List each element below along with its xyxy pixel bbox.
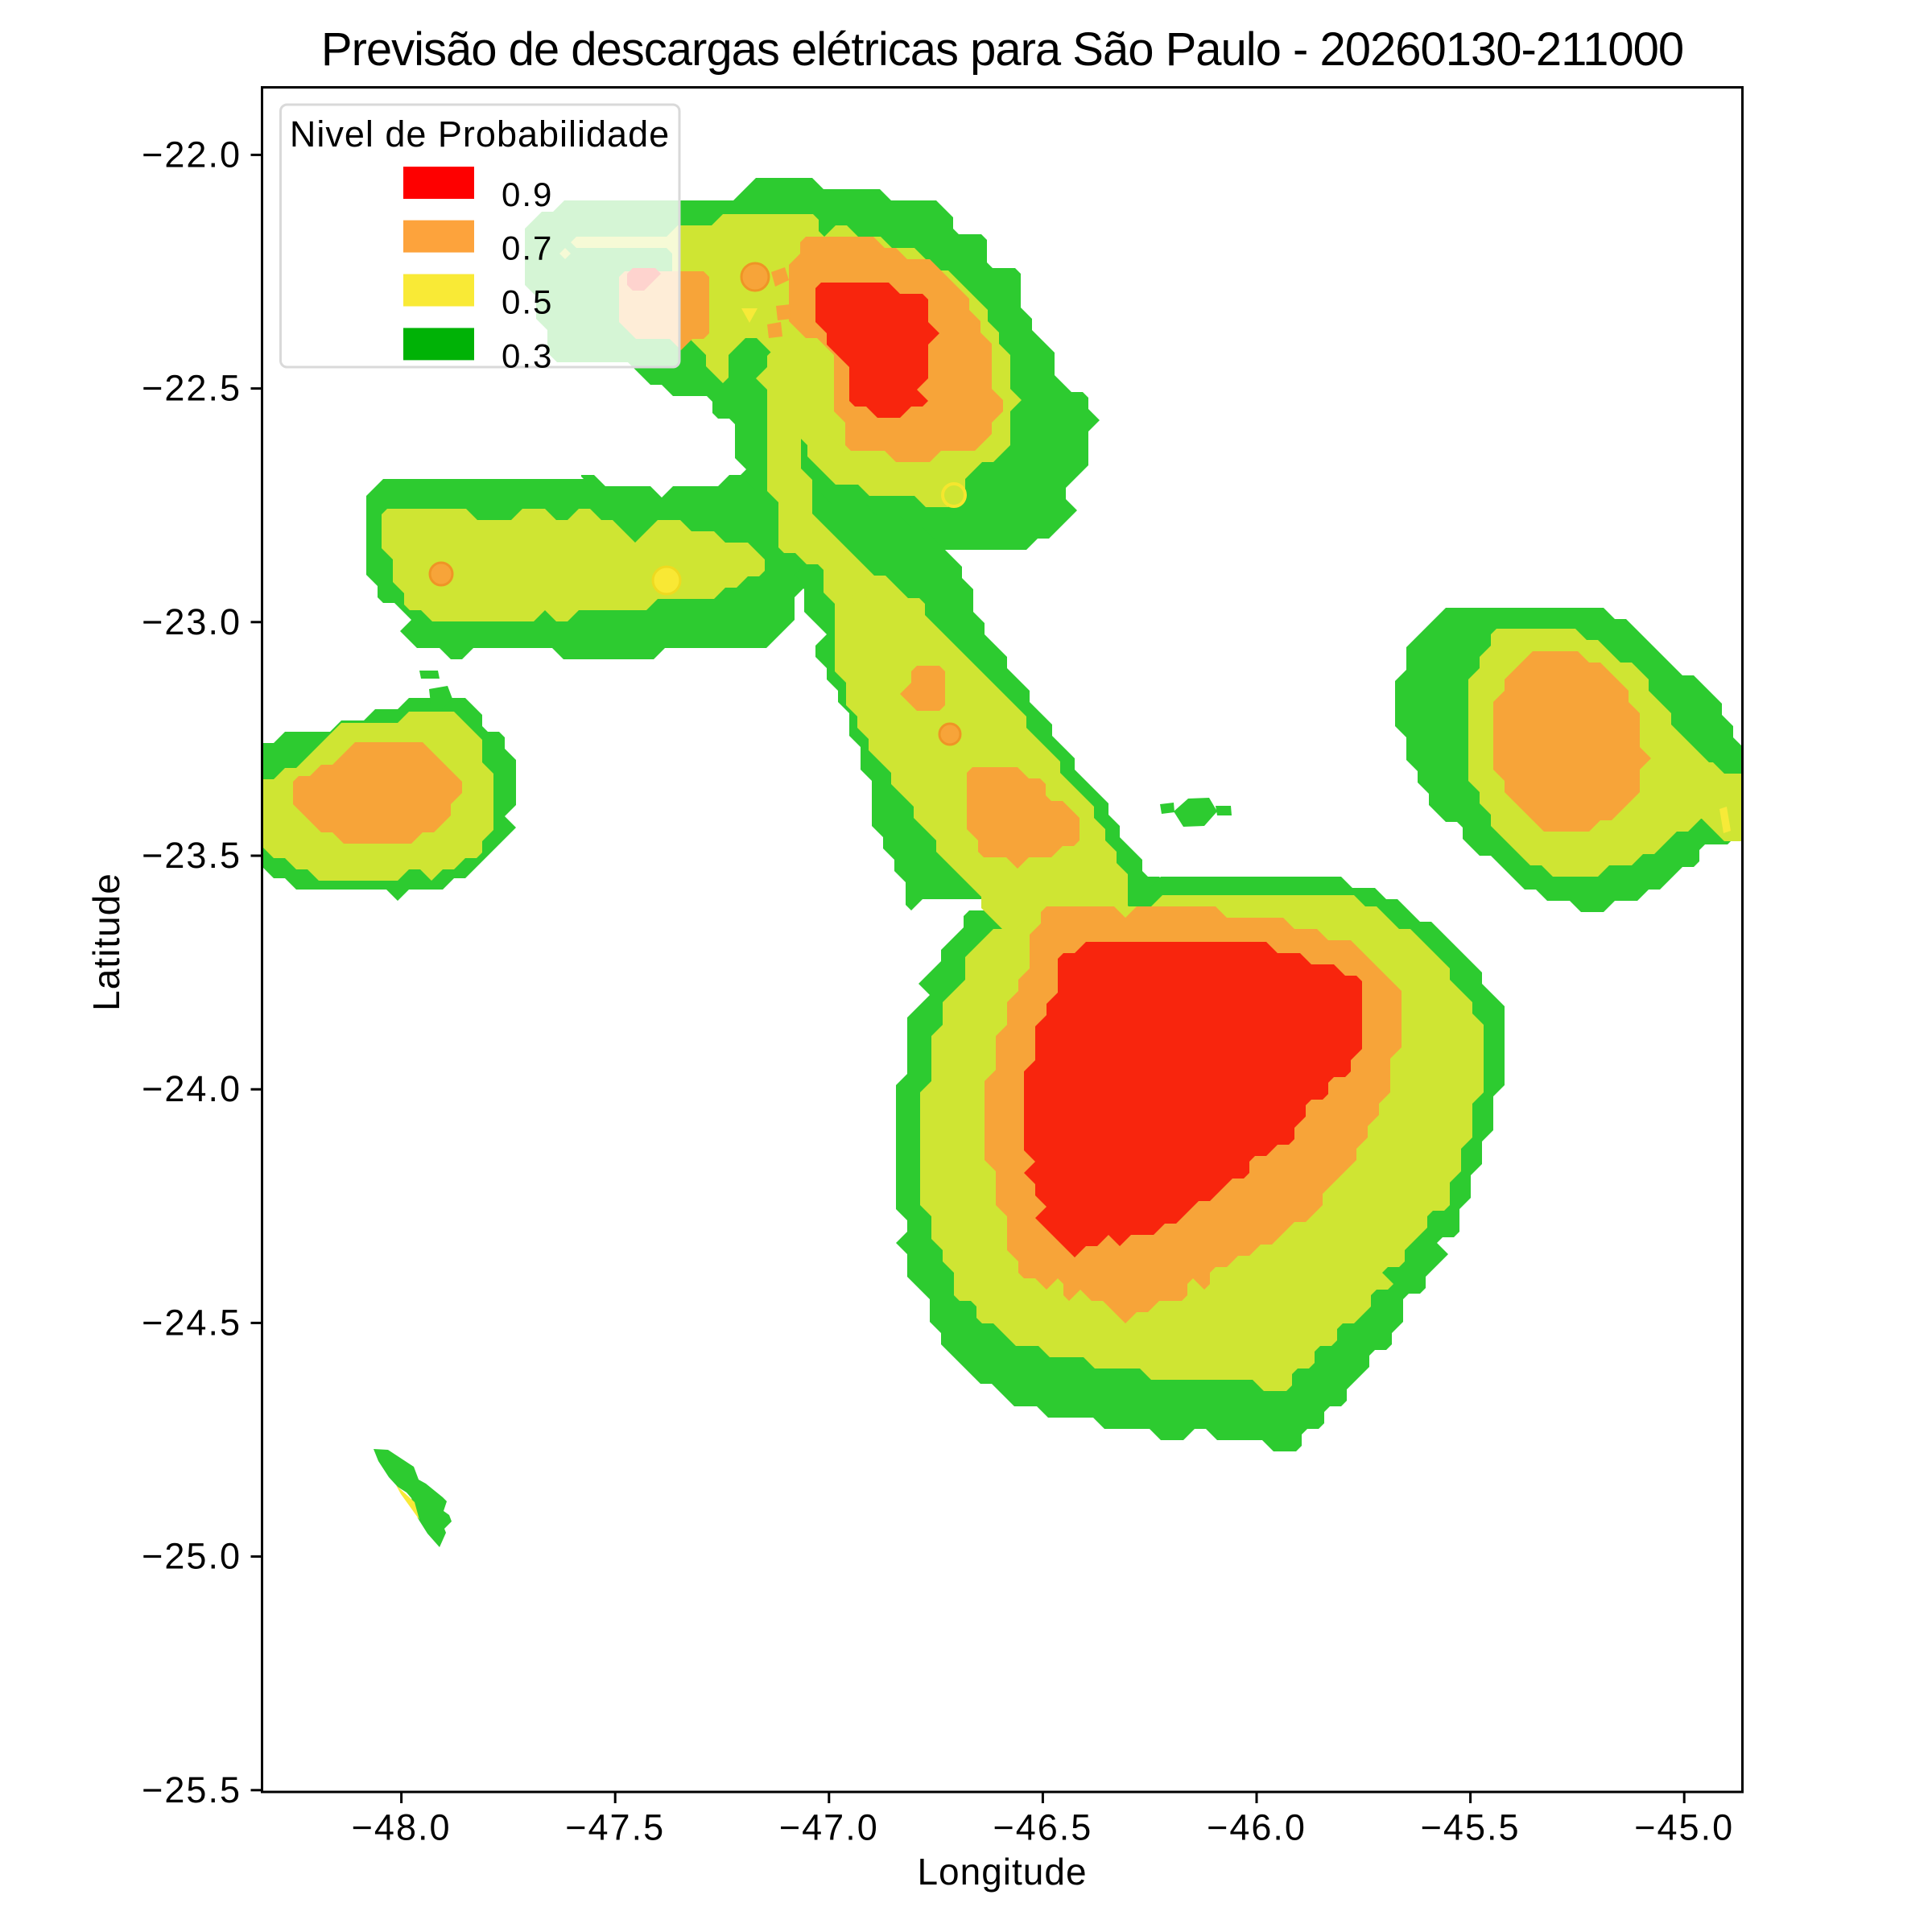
svg-text:−24.5: −24.5 bbox=[142, 1302, 242, 1343]
svg-text:Latitude: Latitude bbox=[85, 873, 127, 1011]
svg-text:−22.5: −22.5 bbox=[142, 368, 242, 409]
svg-text:−23.5: −23.5 bbox=[142, 835, 242, 876]
svg-text:0.9: 0.9 bbox=[502, 175, 553, 213]
svg-text:−48.0: −48.0 bbox=[352, 1807, 452, 1848]
svg-text:0.5: 0.5 bbox=[502, 283, 553, 321]
svg-text:−22.0: −22.0 bbox=[142, 134, 242, 175]
svg-text:−46.0: −46.0 bbox=[1207, 1807, 1307, 1848]
svg-text:−25.5: −25.5 bbox=[142, 1769, 242, 1810]
svg-text:−47.5: −47.5 bbox=[565, 1807, 665, 1848]
svg-text:−46.5: −46.5 bbox=[993, 1807, 1092, 1848]
svg-text:Previsão de descargas elétrica: Previsão de descargas elétricas para São… bbox=[321, 23, 1683, 76]
svg-text:−47.0: −47.0 bbox=[779, 1807, 879, 1848]
svg-text:−24.0: −24.0 bbox=[142, 1068, 242, 1109]
svg-text:−23.0: −23.0 bbox=[142, 601, 242, 642]
svg-text:Longitude: Longitude bbox=[917, 1851, 1087, 1893]
svg-text:0.3: 0.3 bbox=[502, 336, 553, 374]
svg-text:−45.5: −45.5 bbox=[1421, 1807, 1521, 1848]
svg-text:−25.0: −25.0 bbox=[142, 1536, 242, 1577]
svg-text:0.7: 0.7 bbox=[502, 229, 553, 267]
svg-text:Nivel de Probabilidade: Nivel de Probabilidade bbox=[290, 114, 670, 155]
svg-text:−45.0: −45.0 bbox=[1634, 1807, 1734, 1848]
